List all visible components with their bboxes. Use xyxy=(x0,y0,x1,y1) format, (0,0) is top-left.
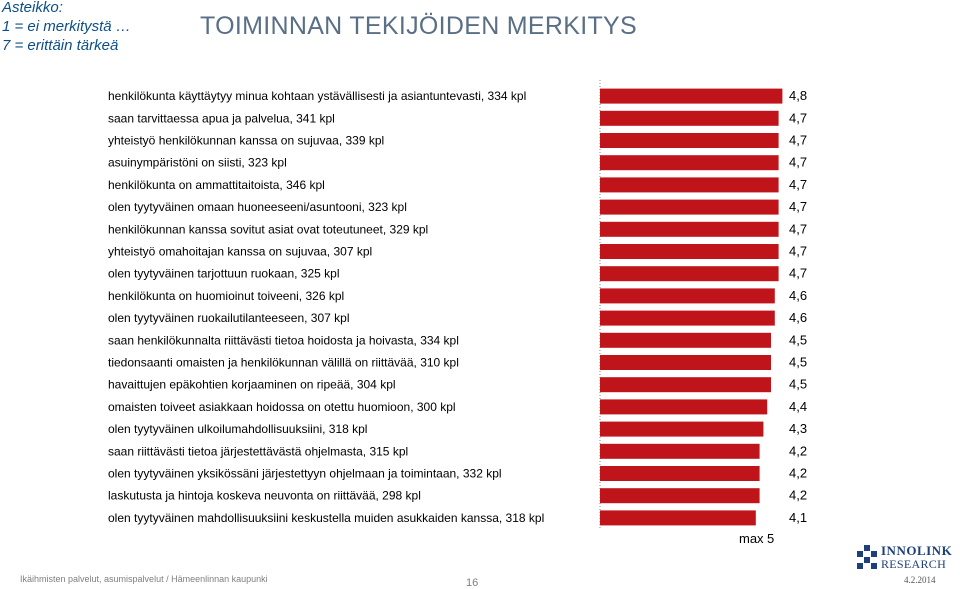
data-label: 4,2 xyxy=(789,443,807,458)
bar xyxy=(600,332,771,348)
bar xyxy=(600,88,783,104)
scale-legend-max: 7 = erittäin tärkeä xyxy=(2,37,119,54)
category-label: tiedonsaanti omaisten ja henkilökunnan v… xyxy=(108,356,459,370)
category-label: henkilökunta on ammattitaitoista, 346 kp… xyxy=(108,178,325,192)
footer-date: 4.2.2014 xyxy=(904,575,936,585)
data-label: 4,4 xyxy=(789,399,807,414)
category-label: olen tyytyväinen ruokailutilanteeseen, 3… xyxy=(108,311,350,325)
data-label: 4,2 xyxy=(789,466,807,481)
bar xyxy=(600,221,779,237)
data-label: 4,2 xyxy=(789,488,807,503)
category-label: henkilökunnan kanssa sovitut asiat ovat … xyxy=(108,222,428,236)
category-label: henkilökunta käyttäytyy minua kohtaan ys… xyxy=(108,89,526,103)
category-label: havaittujen epäkohtien korjaaminen on ri… xyxy=(108,378,396,392)
bar xyxy=(600,133,779,148)
company-logo: INNOLINK RESEARCH xyxy=(855,543,959,577)
bar xyxy=(600,177,779,193)
data-label: 4,7 xyxy=(789,110,807,125)
bar-chart: henkilökunta käyttäytyy minua kohtaan ys… xyxy=(108,80,807,530)
bar xyxy=(600,377,771,393)
axis-max-value: 5 xyxy=(767,531,775,546)
data-label: 4,1 xyxy=(789,510,807,525)
data-label: 4,7 xyxy=(789,177,807,192)
category-label: henkilökunta on huomioinut toiveeni, 326… xyxy=(108,289,344,303)
bar xyxy=(600,266,779,282)
scale-legend-title: Asteikko: xyxy=(2,0,63,16)
category-label: saan tarvittaessa apua ja palvelua, 341 … xyxy=(108,111,335,125)
category-label: saan henkilökunnalta riittävästi tietoa … xyxy=(108,333,459,347)
bar xyxy=(600,510,756,526)
bar xyxy=(600,355,771,370)
category-label: saan riittävästi tietoa järjestettävästä… xyxy=(108,444,408,458)
category-label: olen tyytyväinen omaan huoneeseeni/asunt… xyxy=(108,200,407,214)
scale-legend-min: 1 = ei merkitystä … xyxy=(2,18,131,35)
category-label: yhteistyö henkilökunnan kanssa on sujuva… xyxy=(108,134,384,148)
data-label: 4,7 xyxy=(789,199,807,214)
bar xyxy=(600,244,779,259)
category-label: olen tyytyväinen mahdollisuuksiini kesku… xyxy=(108,511,544,525)
bar xyxy=(600,110,779,126)
bar xyxy=(600,399,768,415)
data-label: 4,6 xyxy=(789,288,807,303)
data-label: 4,7 xyxy=(789,266,807,281)
data-label: 4,5 xyxy=(789,377,807,392)
category-label: asuinympäristöni on siisti, 323 kpl xyxy=(108,156,287,170)
category-label: olen tyytyväinen tarjottuun ruokaan, 325… xyxy=(108,267,339,281)
category-label: olen tyytyväinen yksikössäni järjestetty… xyxy=(108,467,502,481)
category-label: omaisten toiveet asiakkaan hoidossa on o… xyxy=(108,400,456,414)
data-label: 4,3 xyxy=(789,421,807,436)
logo-text-secondary: RESEARCH xyxy=(881,557,947,571)
data-label: 4,7 xyxy=(789,244,807,259)
logo-mark-icon xyxy=(857,545,877,569)
scale-legend: Asteikko: 1 = ei merkitystä … 7 = erittä… xyxy=(2,0,131,55)
data-label: 4,7 xyxy=(789,133,807,148)
category-label: laskutusta ja hintoja koskeva neuvonta o… xyxy=(108,489,421,503)
category-label: yhteistyö omahoitajan kanssa on sujuvaa,… xyxy=(108,245,372,259)
bar xyxy=(600,488,760,504)
footer-source: Ikäihmisten palvelut, asumispalvelut / H… xyxy=(20,574,268,584)
data-label: 4,5 xyxy=(789,355,807,370)
axis-max-label: max xyxy=(739,531,764,546)
data-label: 4,8 xyxy=(789,88,807,103)
bar xyxy=(600,421,764,437)
bar xyxy=(600,288,775,304)
data-label: 4,7 xyxy=(789,221,807,236)
logo-text-primary: INNOLINK xyxy=(881,543,953,558)
data-label: 4,7 xyxy=(789,155,807,170)
category-label: olen tyytyväinen ulkoilumahdollisuuksiin… xyxy=(108,422,367,436)
bar xyxy=(600,199,779,215)
data-label: 4,6 xyxy=(789,310,807,325)
bar xyxy=(600,443,760,459)
bar xyxy=(600,155,779,171)
data-label: 4,5 xyxy=(789,332,807,347)
bar xyxy=(600,466,760,481)
page-number: 16 xyxy=(466,577,479,589)
bar xyxy=(600,310,775,326)
page-title: TOIMINNAN TEKIJÖIDEN MERKITYS xyxy=(200,12,637,40)
